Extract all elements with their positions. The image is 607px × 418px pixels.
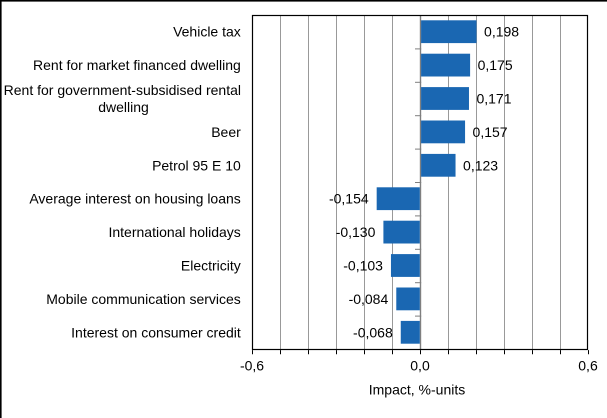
svg-text:0,6: 0,6	[578, 358, 598, 374]
svg-text:-0,084: -0,084	[349, 291, 389, 307]
svg-text:-0,103: -0,103	[343, 258, 383, 274]
svg-text:Average interest on housing lo: Average interest on housing loans	[29, 191, 240, 207]
svg-text:0,123: 0,123	[463, 157, 498, 173]
svg-text:dwelling: dwelling	[98, 99, 149, 115]
svg-text:Petrol 95 E 10: Petrol 95 E 10	[152, 157, 241, 173]
svg-text:-0,154: -0,154	[329, 191, 369, 207]
svg-text:0,171: 0,171	[476, 91, 511, 107]
svg-text:Interest on consumer credit: Interest on consumer credit	[71, 324, 241, 340]
svg-text:Beer: Beer	[211, 124, 241, 140]
svg-text:Rent for market financed dwell: Rent for market financed dwelling	[33, 57, 241, 73]
svg-text:Rent for government-subsidised: Rent for government-subsidised rental	[4, 82, 241, 98]
svg-text:Vehicle tax: Vehicle tax	[173, 24, 241, 40]
svg-text:Impact, %-units: Impact, %-units	[369, 381, 465, 397]
svg-text:-0,068: -0,068	[353, 324, 393, 340]
svg-text:0,198: 0,198	[484, 24, 519, 40]
svg-text:0,157: 0,157	[473, 124, 508, 140]
svg-text:0,0: 0,0	[410, 358, 430, 374]
svg-text:-0,130: -0,130	[336, 224, 376, 240]
svg-text:Mobile communication services: Mobile communication services	[46, 291, 241, 307]
svg-text:0,175: 0,175	[478, 57, 513, 73]
svg-text:Electricity: Electricity	[181, 258, 241, 274]
svg-text:International holidays: International holidays	[108, 224, 240, 240]
svg-text:-0,6: -0,6	[240, 358, 264, 374]
